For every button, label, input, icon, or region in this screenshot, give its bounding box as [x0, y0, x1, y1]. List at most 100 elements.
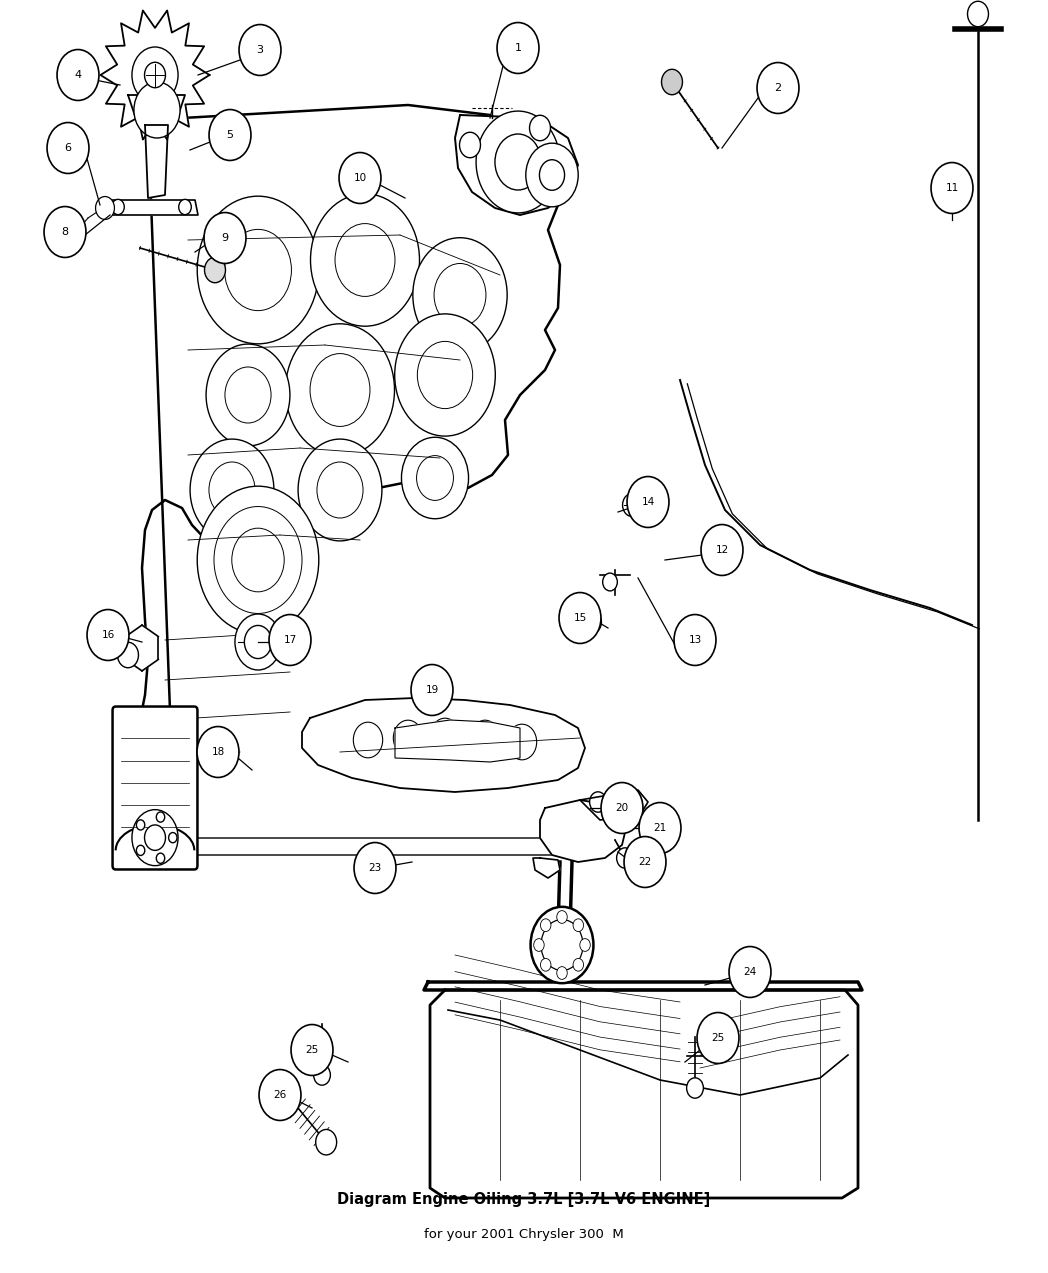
- Circle shape: [204, 257, 225, 283]
- Polygon shape: [302, 698, 585, 792]
- Text: 9: 9: [221, 233, 228, 243]
- Circle shape: [627, 476, 669, 527]
- Text: 15: 15: [573, 614, 587, 622]
- Circle shape: [214, 507, 302, 614]
- Circle shape: [285, 323, 394, 456]
- Circle shape: [169, 833, 177, 843]
- Circle shape: [134, 81, 180, 137]
- Circle shape: [57, 50, 99, 101]
- Text: 19: 19: [425, 685, 439, 695]
- Circle shape: [132, 47, 178, 103]
- Circle shape: [556, 966, 567, 979]
- Circle shape: [235, 614, 281, 670]
- Text: 3: 3: [257, 45, 263, 55]
- Circle shape: [315, 1129, 336, 1155]
- Text: 17: 17: [283, 635, 297, 645]
- Circle shape: [395, 314, 496, 437]
- Circle shape: [602, 783, 643, 834]
- Circle shape: [507, 724, 537, 760]
- Circle shape: [204, 213, 246, 264]
- Circle shape: [313, 1064, 330, 1085]
- Text: 22: 22: [638, 857, 652, 867]
- Text: 14: 14: [641, 496, 655, 507]
- Polygon shape: [126, 625, 158, 671]
- Polygon shape: [135, 104, 560, 845]
- Polygon shape: [540, 799, 628, 862]
- Circle shape: [416, 456, 454, 500]
- Circle shape: [340, 153, 381, 204]
- Circle shape: [729, 947, 771, 998]
- Circle shape: [540, 159, 565, 190]
- Circle shape: [197, 486, 319, 634]
- Circle shape: [197, 196, 319, 344]
- Circle shape: [541, 919, 583, 970]
- Circle shape: [310, 354, 370, 426]
- Circle shape: [559, 592, 601, 643]
- Circle shape: [616, 848, 633, 868]
- Text: 5: 5: [226, 130, 234, 140]
- Circle shape: [112, 200, 125, 215]
- Circle shape: [541, 919, 551, 932]
- Polygon shape: [145, 125, 168, 199]
- FancyBboxPatch shape: [112, 707, 197, 869]
- Circle shape: [44, 206, 86, 257]
- Circle shape: [639, 802, 681, 853]
- Circle shape: [179, 200, 192, 215]
- Text: 20: 20: [615, 803, 629, 813]
- Text: 25: 25: [305, 1045, 319, 1055]
- Polygon shape: [165, 838, 562, 855]
- Circle shape: [354, 843, 396, 894]
- Circle shape: [197, 727, 239, 778]
- Circle shape: [556, 910, 567, 923]
- Circle shape: [145, 825, 166, 850]
- Text: 6: 6: [65, 143, 71, 153]
- Circle shape: [401, 437, 468, 518]
- Text: 13: 13: [689, 635, 701, 645]
- Circle shape: [206, 344, 290, 446]
- Circle shape: [224, 229, 291, 311]
- Polygon shape: [128, 95, 185, 125]
- Circle shape: [190, 439, 274, 541]
- Polygon shape: [101, 10, 210, 140]
- Circle shape: [413, 238, 507, 353]
- Circle shape: [967, 1, 988, 27]
- Circle shape: [209, 462, 255, 518]
- Circle shape: [526, 143, 578, 206]
- Polygon shape: [108, 200, 198, 215]
- Circle shape: [310, 193, 419, 326]
- Text: 23: 23: [369, 863, 381, 873]
- Circle shape: [269, 615, 311, 666]
- Circle shape: [701, 524, 743, 575]
- Polygon shape: [395, 721, 520, 763]
- Circle shape: [495, 134, 541, 190]
- Circle shape: [145, 62, 166, 88]
- Circle shape: [136, 820, 145, 830]
- Polygon shape: [430, 990, 858, 1198]
- Text: 25: 25: [712, 1032, 724, 1043]
- Text: 11: 11: [945, 183, 959, 193]
- Circle shape: [316, 462, 363, 518]
- Polygon shape: [580, 791, 648, 820]
- Text: 16: 16: [102, 630, 114, 640]
- Circle shape: [298, 439, 381, 541]
- Text: 2: 2: [774, 83, 782, 93]
- Text: 26: 26: [274, 1090, 286, 1100]
- Circle shape: [471, 721, 500, 756]
- Circle shape: [476, 111, 560, 213]
- Circle shape: [417, 341, 473, 409]
- Circle shape: [393, 721, 422, 756]
- Circle shape: [623, 494, 641, 517]
- Circle shape: [624, 836, 665, 887]
- Text: 1: 1: [515, 43, 522, 53]
- Polygon shape: [533, 858, 560, 878]
- Circle shape: [757, 62, 799, 113]
- Text: 8: 8: [62, 227, 68, 237]
- Circle shape: [117, 643, 138, 668]
- Text: 18: 18: [212, 747, 224, 757]
- Circle shape: [431, 718, 460, 754]
- Polygon shape: [424, 981, 863, 990]
- Text: for your 2001 Chrysler 300  M: for your 2001 Chrysler 300 M: [424, 1228, 624, 1241]
- Circle shape: [931, 163, 973, 214]
- Circle shape: [232, 528, 284, 592]
- Text: 4: 4: [74, 70, 82, 80]
